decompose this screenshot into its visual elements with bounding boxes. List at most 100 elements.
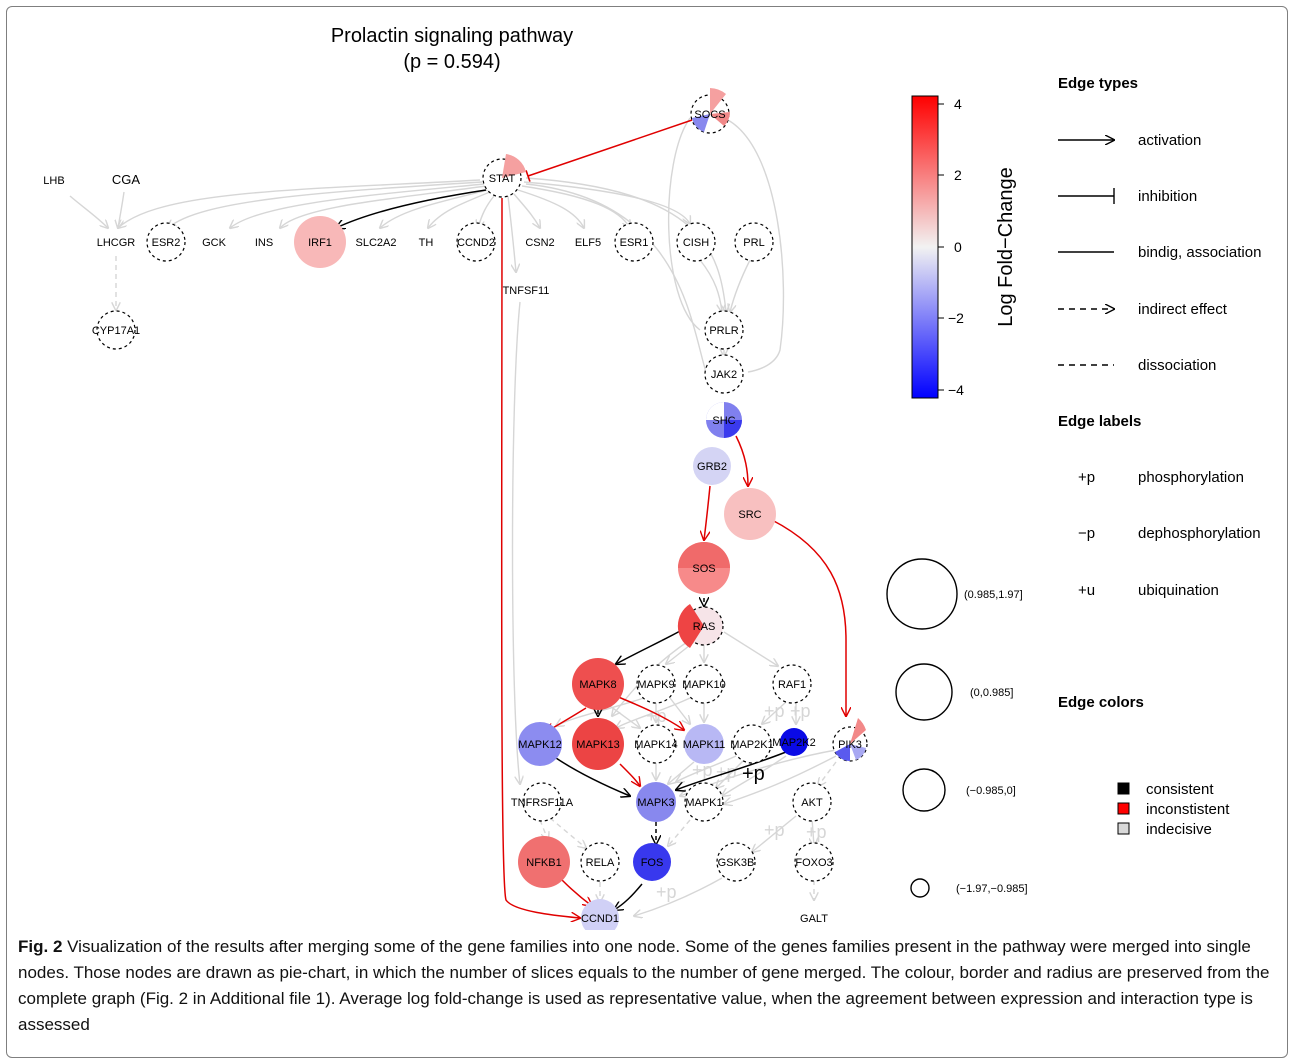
diagram-title: Prolactin signaling pathway <box>331 25 573 47</box>
edge-label-map2k1-mapk1: +p <box>692 760 713 780</box>
node-src[interactable]: SRC <box>724 488 776 540</box>
legend-edge-type: bindig, association <box>1138 244 1261 261</box>
node-grb2[interactable]: GRB2 <box>693 447 731 485</box>
node-map2k2[interactable]: MAP2K2 <box>772 728 816 756</box>
node-label: RELA <box>586 857 615 869</box>
node-mapk1[interactable]: MAPK1 <box>684 782 724 822</box>
indecisive-edges <box>69 117 837 916</box>
node-mapk9[interactable]: MAPK9 <box>636 664 676 704</box>
node-irf1[interactable]: IRF1 <box>294 216 346 268</box>
edge-stat-elf5 <box>517 189 584 228</box>
nodes: SOCS STAT LHB CGA LHCGR ESR2 GCK INS IRF… <box>43 88 868 930</box>
node-mapk14[interactable]: MAPK14 <box>634 724 678 764</box>
node-th[interactable]: TH <box>419 237 434 249</box>
figure-frame <box>6 6 1288 1058</box>
edge-label-akt-foxo3: +p <box>806 822 827 842</box>
node-galt[interactable]: GALT <box>800 913 828 925</box>
node-label: STAT <box>489 173 516 185</box>
edge-stat-csn2 <box>513 193 540 228</box>
edge-gsk3b-ccnd1 <box>634 877 723 916</box>
node-map2k1[interactable]: MAP2K1 <box>730 724 774 764</box>
node-mapk8[interactable]: MAPK8 <box>572 658 624 710</box>
edge-socs-prlr <box>667 117 701 331</box>
node-mapk12[interactable]: MAPK12 <box>518 722 562 766</box>
legend-color-text: inconstistent <box>1146 801 1230 818</box>
node-rela[interactable]: RELA <box>580 842 620 882</box>
node-akt[interactable]: AKT <box>792 782 832 822</box>
node-slc2a2[interactable]: SLC2A2 <box>356 237 397 249</box>
node-cga[interactable]: CGA <box>112 172 141 187</box>
node-label: TNFRSF11A <box>511 797 574 809</box>
edge-stat-esr2 <box>168 181 483 228</box>
legend-edge-label-symbol: +u <box>1078 582 1095 599</box>
edge-label-gsk3b-ccnd1: +p <box>656 882 677 902</box>
colorbar-label: Log Fold−Change <box>995 167 1017 327</box>
node-lhcgr[interactable]: LHCGR <box>97 237 136 249</box>
node-label: SOCS <box>694 109 725 121</box>
node-ras[interactable]: RAS <box>677 604 724 648</box>
node-gck[interactable]: GCK <box>202 237 227 249</box>
node-ccnd2[interactable]: CCND2 <box>456 222 496 262</box>
node-label: MAPK11 <box>683 739 726 751</box>
node-mapk11[interactable]: MAPK11 <box>683 724 726 764</box>
node-label: RAS <box>693 621 716 633</box>
colorbar-gradient <box>911 95 939 399</box>
size-legend-circle <box>886 558 958 630</box>
node-foxo3[interactable]: FOXO3 <box>794 842 834 882</box>
node-csn2[interactable]: CSN2 <box>525 237 554 249</box>
caption-text: Visualization of the results after mergi… <box>18 937 1270 1034</box>
node-ccnd1[interactable]: CCND1 <box>581 899 619 930</box>
edge-mapk1-fos <box>668 819 691 846</box>
node-cyp17a1[interactable]: CYP17A1 <box>92 310 140 350</box>
edge-label-raf1-map2k1: +p <box>764 701 785 721</box>
node-mapk13[interactable]: MAPK13 <box>572 718 624 770</box>
colorbar-tick: 2 <box>954 167 962 183</box>
edge-label-map2k2-mapk3: +p <box>742 763 765 785</box>
node-mapk3[interactable]: MAPK3 <box>636 782 676 822</box>
node-nfkb1[interactable]: NFKB1 <box>518 836 570 888</box>
node-label: SHC <box>712 415 735 427</box>
node-label: PIK3 <box>838 739 862 751</box>
edge-grb2-sos <box>704 485 711 540</box>
node-pik3[interactable]: PIK3 <box>832 718 868 762</box>
edge-tnfrsf11a-rela <box>549 817 586 848</box>
node-esr1[interactable]: ESR1 <box>614 222 654 262</box>
node-prl[interactable]: PRL <box>734 222 774 262</box>
node-label: MAP2K1 <box>730 739 773 751</box>
node-esr2[interactable]: ESR2 <box>146 222 186 262</box>
node-raf1[interactable]: RAF1 <box>772 664 812 704</box>
edge-mapk8-mapk11 <box>615 695 684 730</box>
node-tnfsf11[interactable]: TNFSF11 <box>503 285 550 297</box>
size-legend-label: (−0.985,0] <box>966 785 1016 797</box>
node-label: AKT <box>801 797 823 809</box>
edge-mapk9-mapk11 <box>669 697 690 724</box>
node-prlr[interactable]: PRLR <box>704 310 744 350</box>
edge-stat-tnfsf11 <box>507 195 516 272</box>
node-mapk10[interactable]: MAPK10 <box>682 664 726 704</box>
node-elf5[interactable]: ELF5 <box>575 237 601 249</box>
node-shc[interactable]: SHC <box>706 402 742 438</box>
node-fos[interactable]: FOS <box>633 843 671 881</box>
edge-cish-prlr <box>699 259 722 312</box>
node-tnfrsf11a[interactable]: TNFRSF11A <box>511 782 574 822</box>
edge-mapk8-mapk14 <box>609 705 640 728</box>
edge-nfkb1-ccnd1 <box>561 879 592 906</box>
node-stat[interactable]: STAT <box>482 154 526 198</box>
node-lhb[interactable]: LHB <box>43 175 64 187</box>
node-jak2[interactable]: JAK2 <box>704 354 744 394</box>
edge-stat-irf1 <box>336 189 487 228</box>
node-gsk3b[interactable]: GSK3B <box>716 842 756 882</box>
node-label: GSK3B <box>718 857 755 869</box>
node-socs[interactable]: SOCS <box>690 88 730 134</box>
edge-tnfsf11-tnfrsf11a <box>511 301 521 784</box>
node-label: MAP2K2 <box>772 737 815 749</box>
edge-map2k1-mapk1 <box>716 759 745 788</box>
node-cish[interactable]: CISH <box>676 222 716 262</box>
edge-mapk11-mapk3 <box>668 761 695 784</box>
node-sos[interactable]: SOS <box>678 542 730 594</box>
node-ins[interactable]: INS <box>255 237 273 249</box>
colorbar-tick: −2 <box>948 310 964 326</box>
node-label: FOS <box>641 857 664 869</box>
legend-edge-type: dissociation <box>1138 357 1216 374</box>
edge-stat-lhcgr <box>118 179 481 228</box>
